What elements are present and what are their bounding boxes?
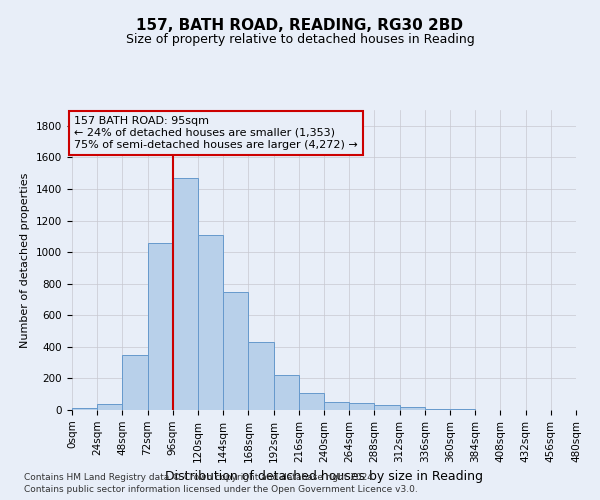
Y-axis label: Number of detached properties: Number of detached properties	[20, 172, 31, 348]
X-axis label: Distribution of detached houses by size in Reading: Distribution of detached houses by size …	[165, 470, 483, 483]
Bar	[374, 406, 400, 410]
Bar	[400, 407, 425, 410]
Bar	[72, 408, 97, 410]
Text: 157 BATH ROAD: 95sqm
← 24% of detached houses are smaller (1,353)
75% of semi-de: 157 BATH ROAD: 95sqm ← 24% of detached h…	[74, 116, 358, 150]
Bar	[349, 403, 374, 410]
Bar	[274, 376, 299, 410]
Bar	[450, 409, 475, 410]
Bar	[148, 242, 173, 410]
Text: Size of property relative to detached houses in Reading: Size of property relative to detached ho…	[125, 32, 475, 46]
Bar	[173, 178, 198, 410]
Bar	[223, 292, 248, 410]
Bar	[97, 404, 122, 410]
Bar	[299, 392, 324, 410]
Bar	[122, 354, 148, 410]
Text: 157, BATH ROAD, READING, RG30 2BD: 157, BATH ROAD, READING, RG30 2BD	[137, 18, 464, 32]
Bar	[425, 409, 450, 410]
Bar	[324, 402, 349, 410]
Text: Contains public sector information licensed under the Open Government Licence v3: Contains public sector information licen…	[24, 485, 418, 494]
Bar	[198, 234, 223, 410]
Bar	[248, 342, 274, 410]
Text: Contains HM Land Registry data © Crown copyright and database right 2024.: Contains HM Land Registry data © Crown c…	[24, 472, 376, 482]
